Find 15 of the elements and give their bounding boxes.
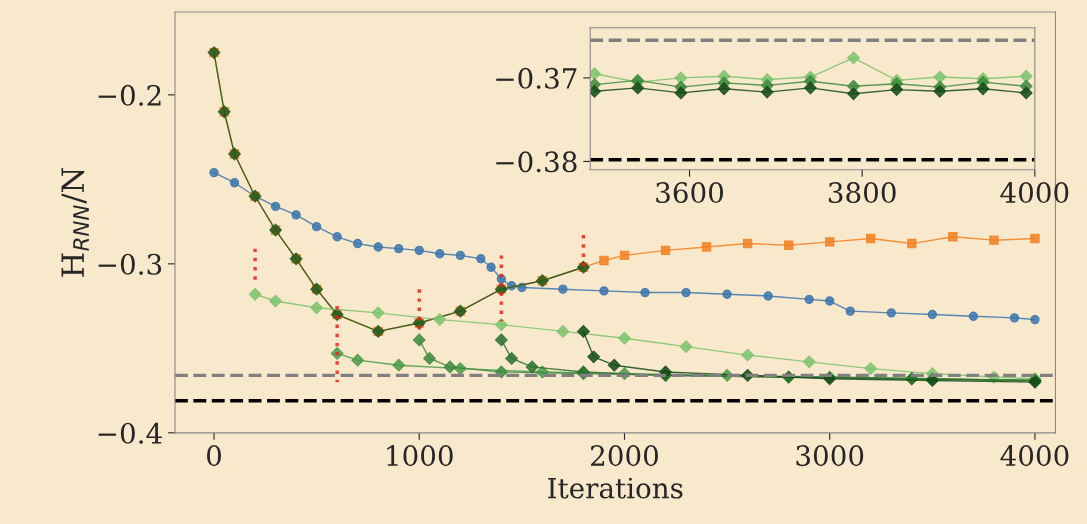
x-tick-label: 4000 <box>1000 182 1069 204</box>
y-tick-label: −0.2 <box>98 84 161 106</box>
y-axis-title: H$_{RNN}$/N <box>61 168 89 277</box>
x-tick-label: 3000 <box>796 445 864 467</box>
x-tick-label: 2000 <box>591 445 658 467</box>
y-tick-label: −0.37 <box>496 67 577 89</box>
x-tick-label: 3800 <box>828 182 896 204</box>
x-axis-title: Iterations <box>548 477 683 499</box>
x-tick-label: 3600 <box>656 182 724 204</box>
x-tick-label: 4000 <box>1000 445 1069 467</box>
x-tick-label: 0 <box>207 445 221 467</box>
y-tick-label: −0.38 <box>496 151 577 173</box>
x-tick-label: 1000 <box>387 445 453 467</box>
y-tick-label: −0.3 <box>98 253 162 275</box>
y-tick-label: −0.4 <box>98 422 162 444</box>
